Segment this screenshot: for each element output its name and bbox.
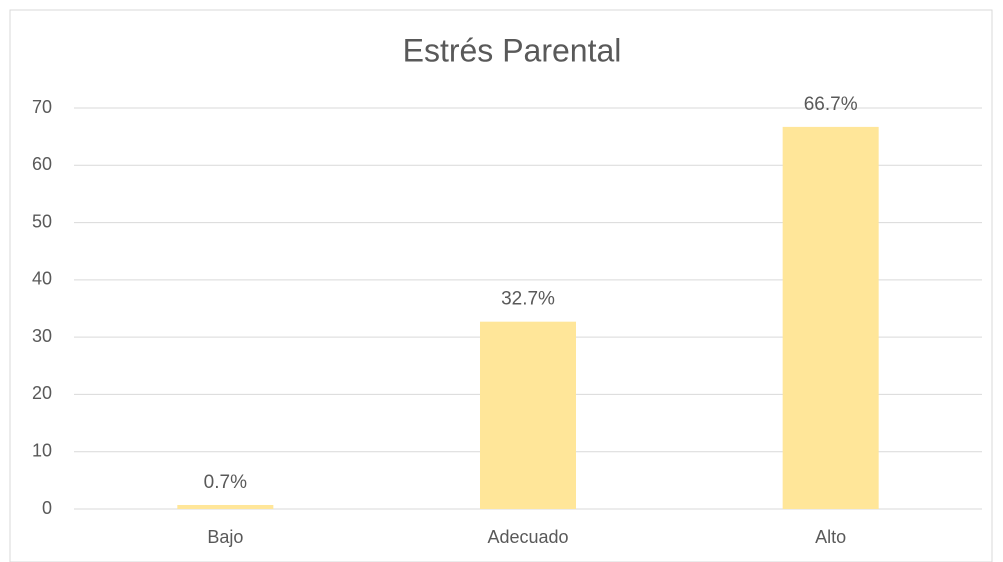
y-tick-label: 70: [32, 97, 52, 117]
y-tick-label: 10: [32, 440, 52, 460]
x-tick-label: Bajo: [207, 527, 243, 547]
bar: [782, 126, 879, 509]
data-label: 66.7%: [804, 94, 858, 115]
bar: [177, 504, 274, 509]
y-tick-label: 0: [42, 498, 52, 518]
y-tick-label: 50: [32, 211, 52, 231]
y-tick-label: 60: [32, 154, 52, 174]
y-tick-label: 40: [32, 269, 52, 289]
x-tick-label: Alto: [815, 527, 846, 547]
x-tick-label: Adecuado: [487, 527, 568, 547]
data-label: 32.7%: [501, 289, 555, 310]
bar: [480, 321, 576, 509]
y-tick-label: 30: [32, 326, 52, 346]
y-tick-label: 20: [32, 383, 52, 403]
data-label: 0.7%: [204, 472, 247, 493]
chart-title: Estrés Parental: [403, 32, 622, 68]
